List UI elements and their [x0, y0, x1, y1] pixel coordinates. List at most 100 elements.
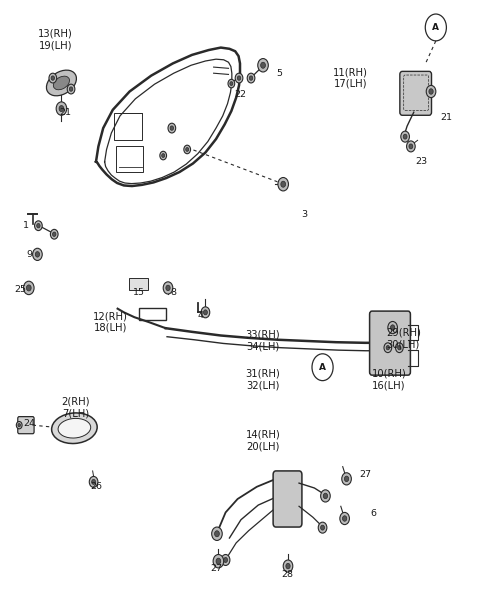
Ellipse shape [52, 413, 97, 443]
Circle shape [409, 144, 413, 149]
Circle shape [18, 423, 21, 427]
Circle shape [321, 525, 324, 530]
Ellipse shape [58, 418, 91, 438]
Text: 26: 26 [90, 483, 102, 491]
Bar [139, 308, 166, 320]
Text: 4: 4 [198, 312, 204, 320]
Circle shape [321, 490, 330, 502]
Circle shape [237, 76, 241, 81]
Text: 27: 27 [210, 564, 222, 573]
Text: 1: 1 [24, 221, 29, 230]
FancyBboxPatch shape [18, 417, 34, 434]
Text: 25: 25 [14, 285, 26, 294]
Circle shape [216, 558, 221, 564]
Circle shape [224, 558, 228, 562]
Text: 10(RH)
16(LH): 10(RH) 16(LH) [372, 368, 406, 390]
Circle shape [249, 76, 253, 81]
Circle shape [247, 73, 255, 83]
Circle shape [36, 223, 40, 228]
Text: 6: 6 [371, 509, 376, 518]
Circle shape [323, 493, 327, 499]
Circle shape [215, 531, 219, 537]
Text: 9: 9 [27, 251, 33, 259]
Circle shape [407, 141, 415, 152]
Circle shape [397, 345, 401, 350]
Text: 21: 21 [441, 113, 452, 121]
Circle shape [67, 84, 75, 94]
Circle shape [403, 134, 407, 139]
Text: 28: 28 [281, 570, 293, 579]
Circle shape [429, 88, 433, 94]
Circle shape [168, 123, 176, 133]
FancyBboxPatch shape [370, 311, 410, 375]
Text: 14(RH)
20(LH): 14(RH) 20(LH) [246, 429, 280, 451]
Circle shape [184, 145, 191, 154]
Bar [114, 113, 142, 140]
Circle shape [318, 522, 327, 533]
Circle shape [221, 554, 230, 565]
Circle shape [24, 281, 34, 295]
Circle shape [396, 343, 403, 353]
Circle shape [204, 310, 207, 315]
Circle shape [258, 59, 268, 72]
Circle shape [50, 229, 58, 239]
Circle shape [278, 178, 288, 191]
Text: 2(RH)
7(LH): 2(RH) 7(LH) [61, 396, 90, 418]
Text: 23: 23 [415, 157, 428, 166]
Circle shape [390, 325, 395, 331]
Circle shape [89, 476, 98, 487]
Circle shape [201, 307, 210, 318]
Circle shape [344, 476, 348, 482]
Circle shape [51, 76, 55, 81]
Bar [129, 278, 148, 290]
Text: 5: 5 [276, 69, 282, 77]
Circle shape [49, 73, 57, 83]
Circle shape [36, 251, 39, 257]
Text: 12(RH)
18(LH): 12(RH) 18(LH) [93, 311, 128, 333]
Circle shape [92, 479, 96, 484]
Text: 11(RH)
17(LH): 11(RH) 17(LH) [333, 67, 368, 89]
Text: 24: 24 [23, 420, 35, 428]
Circle shape [163, 282, 173, 294]
FancyBboxPatch shape [400, 71, 432, 115]
Circle shape [384, 343, 392, 353]
Ellipse shape [47, 70, 76, 96]
Circle shape [340, 512, 349, 525]
Circle shape [162, 154, 165, 157]
Circle shape [52, 232, 56, 237]
Text: 33(RH)
34(LH): 33(RH) 34(LH) [246, 329, 280, 351]
Circle shape [281, 181, 286, 187]
Circle shape [342, 473, 351, 485]
Ellipse shape [53, 76, 70, 90]
Circle shape [160, 151, 167, 160]
Text: 27: 27 [360, 470, 372, 479]
Text: 31(RH)
32(LH): 31(RH) 32(LH) [246, 368, 280, 390]
Circle shape [35, 221, 42, 231]
Circle shape [56, 102, 67, 115]
Text: 3: 3 [301, 210, 308, 219]
Text: 22: 22 [234, 90, 246, 99]
Circle shape [261, 62, 265, 68]
Circle shape [59, 106, 64, 112]
Bar [116, 146, 143, 172]
Text: 8: 8 [171, 289, 177, 297]
Circle shape [16, 422, 22, 429]
Circle shape [213, 554, 224, 568]
Circle shape [283, 560, 293, 572]
Circle shape [342, 516, 347, 521]
Circle shape [228, 79, 235, 88]
Text: 13(RH)
19(LH): 13(RH) 19(LH) [38, 29, 72, 51]
Circle shape [426, 85, 436, 98]
Circle shape [386, 345, 390, 350]
Text: A: A [319, 363, 326, 371]
Circle shape [212, 527, 222, 540]
Circle shape [26, 285, 31, 291]
Text: 29(RH)
30(LH): 29(RH) 30(LH) [386, 328, 420, 350]
Circle shape [388, 321, 397, 334]
Text: 15: 15 [133, 289, 145, 297]
Circle shape [286, 564, 290, 569]
Circle shape [401, 131, 409, 142]
Circle shape [235, 73, 243, 83]
Text: 21: 21 [59, 109, 71, 117]
Circle shape [69, 87, 73, 92]
